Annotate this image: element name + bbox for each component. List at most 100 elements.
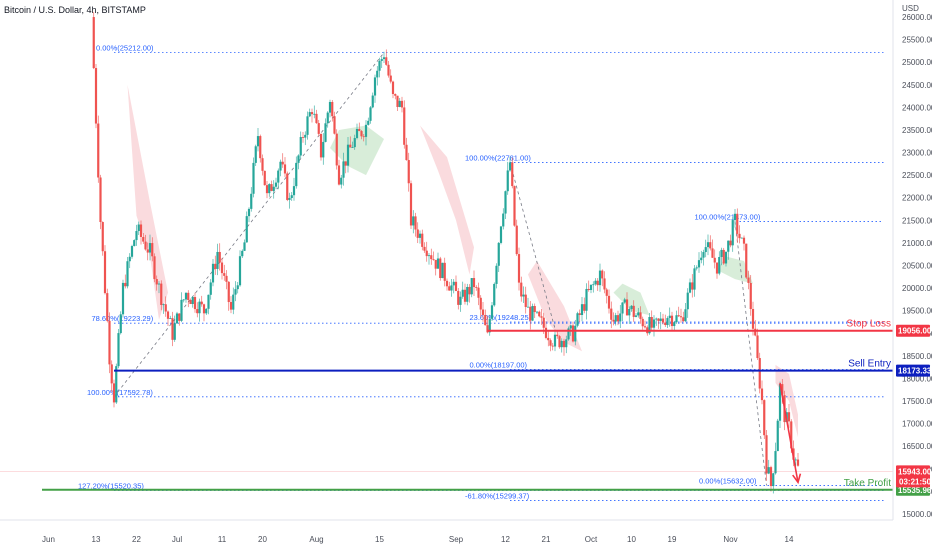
candle-body-142 (412, 216, 415, 226)
candle-body-84 (281, 161, 284, 165)
candle-body-33 (166, 311, 170, 319)
candle-body-230 (610, 308, 613, 320)
candle-body-197 (535, 311, 539, 313)
y-tick-19: 24500.00 (902, 81, 932, 90)
candle-body-161 (454, 281, 458, 291)
candle-body-313 (796, 459, 800, 466)
candle-body-128 (380, 59, 383, 61)
candle-body-233 (616, 315, 620, 322)
candle-body-294 (754, 328, 757, 336)
candle-body-105 (328, 101, 332, 113)
candle-body-158 (448, 286, 451, 291)
y-tick-7: 18500.00 (902, 352, 932, 361)
candle-body-152 (434, 259, 437, 269)
candle-body-293 (751, 309, 755, 329)
candle-body-183 (504, 191, 507, 214)
fib-label-4: 100.00%(22781.00) (465, 153, 531, 162)
candle-body-24 (146, 249, 149, 253)
candle-body-11 (117, 333, 120, 367)
candle-body-135 (396, 95, 399, 107)
candle-body-160 (452, 281, 455, 286)
candle-body-222 (592, 284, 595, 286)
candle-body-292 (749, 282, 752, 310)
candle-body-224 (596, 280, 599, 286)
candle-body-121 (364, 124, 368, 137)
candle-body-300 (767, 467, 770, 474)
candle-body-52 (209, 282, 212, 295)
candle-body-97 (310, 112, 314, 115)
candle-body-279 (720, 249, 723, 257)
candle-body-216 (578, 313, 581, 316)
candle-body-253 (661, 318, 665, 323)
candle-body-189 (517, 254, 521, 283)
candle-body-239 (630, 305, 633, 309)
candle-body-148 (425, 250, 428, 257)
candle-body-83 (279, 161, 282, 171)
candlesticks (92, 11, 800, 494)
y-tick-22: 26000.00 (902, 13, 932, 22)
candle-body-218 (583, 304, 586, 311)
candle-body-254 (664, 322, 667, 326)
candle-body-169 (472, 278, 476, 288)
candle-body-237 (625, 299, 629, 316)
candle-body-281 (724, 251, 728, 264)
fib-label-9: -61.80%(15299.37) (465, 491, 530, 500)
candle-body-0 (92, 17, 95, 69)
currency-label: USD (902, 4, 919, 13)
time-axis[interactable]: Jun 13 22 Jul 11 20 Aug 15 Sep 12 21 Oct 10 19 Nov 14 (42, 535, 794, 544)
candle-body-96 (308, 112, 311, 117)
candle-body-126 (376, 70, 379, 78)
candle-body-129 (382, 57, 386, 60)
trade-levels: Stop Loss Sell Entry Take Profit (0, 319, 893, 491)
candle-body-223 (594, 280, 597, 285)
candle-body-205 (553, 334, 557, 347)
candle-body-69 (247, 208, 251, 217)
candle-body-67 (243, 242, 246, 251)
y-tick-21: 25500.00 (902, 36, 932, 45)
candle-body-302 (772, 473, 775, 487)
candle-body-267 (693, 268, 696, 290)
x-tick-10: 21 (542, 535, 551, 544)
y-tick-10: 20000.00 (902, 284, 932, 293)
cloud-green-0 (330, 125, 384, 176)
candle-body-106 (331, 101, 334, 117)
candle-body-193 (526, 306, 530, 308)
candle-body-164 (461, 289, 464, 297)
candle-body-93 (301, 137, 305, 138)
candle-body-143 (414, 216, 417, 230)
candle-body-19 (135, 231, 138, 241)
candle-body-247 (648, 316, 651, 334)
chart-title: Bitcoin / U.S. Dollar, 4h, BITSTAMP (4, 5, 146, 15)
price-axis[interactable]: 15000.0015500.0016000.0016500.0017000.00… (902, 13, 932, 519)
candle-body-255 (666, 318, 669, 326)
candle-body-26 (151, 243, 154, 257)
candle-body-86 (286, 173, 289, 200)
candle-body-291 (747, 277, 750, 283)
candle-body-39 (180, 299, 183, 321)
candle-body-127 (378, 60, 381, 71)
candle-body-198 (538, 311, 541, 317)
candle-body-210 (565, 339, 568, 348)
candle-body-117 (355, 128, 359, 139)
candle-body-14 (124, 282, 127, 287)
candle-body-9 (112, 383, 116, 403)
candle-body-151 (432, 259, 435, 260)
candle-body-22 (142, 236, 145, 242)
candle-body-57 (220, 262, 224, 274)
y-tick-17: 23500.00 (902, 126, 932, 135)
candle-body-134 (394, 94, 397, 96)
candle-body-118 (358, 128, 361, 132)
y-tick-14: 22000.00 (902, 194, 932, 203)
candle-body-116 (353, 138, 356, 148)
candle-body-225 (598, 270, 602, 286)
candle-body-284 (731, 220, 734, 246)
trend-line-2 (734, 221, 767, 486)
candle-body-219 (585, 288, 588, 311)
x-tick-13: 19 (668, 535, 677, 544)
candle-body-101 (319, 133, 323, 158)
candle-body-245 (643, 326, 647, 328)
candle-body-178 (493, 283, 496, 306)
